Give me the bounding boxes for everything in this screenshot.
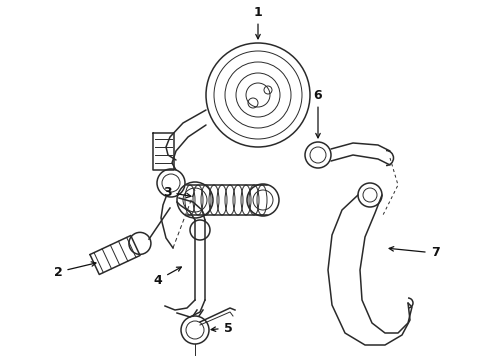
Text: 4: 4 [154,267,181,287]
Text: 6: 6 [314,89,322,138]
Text: 1: 1 [254,5,262,39]
Text: 5: 5 [211,321,232,334]
Text: 2: 2 [53,262,96,279]
Text: 3: 3 [163,185,191,198]
Text: 7: 7 [389,247,440,260]
